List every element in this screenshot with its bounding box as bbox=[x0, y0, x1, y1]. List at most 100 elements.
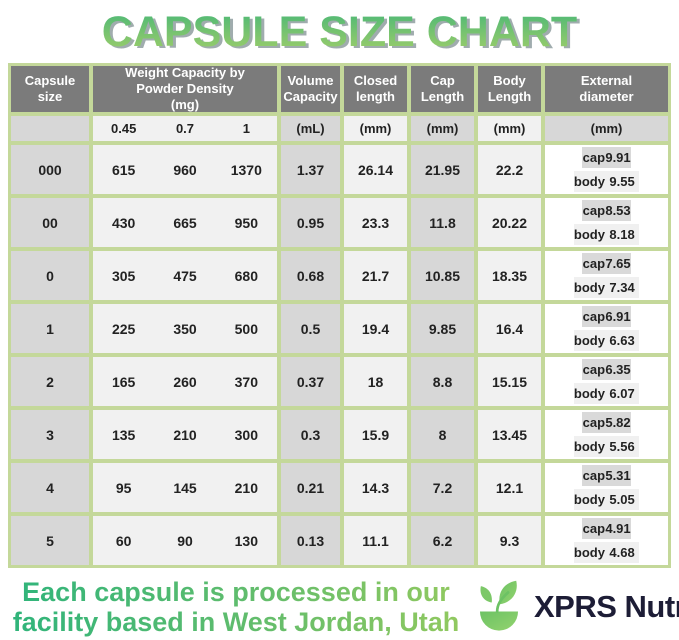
cell-weight-density-0.45: 430 bbox=[111, 214, 136, 231]
footer-note-line2: facility based in West Jordan, Utah bbox=[12, 607, 460, 638]
external-cap-label: cap bbox=[582, 468, 606, 483]
external-body-label: body bbox=[573, 386, 605, 401]
cell-capsule-size: 00 bbox=[11, 198, 89, 247]
external-cap-value: 6.35 bbox=[605, 362, 631, 377]
cell-external-diameter: cap 9.91 body 9.55 bbox=[545, 145, 668, 194]
subheader-density-values: 0.45 0.7 1 bbox=[93, 116, 277, 141]
cell-capsule-size: 4 bbox=[11, 463, 89, 512]
cell-weight-density-0.45: 135 bbox=[111, 426, 136, 443]
cell-volume-capacity: 1.37 bbox=[281, 145, 340, 194]
cell-external-diameter: cap 6.35 body 6.07 bbox=[545, 357, 668, 406]
capsule-size-table: Capsule size Weight Capacity by Powder D… bbox=[8, 63, 671, 568]
cell-capsule-size: 3 bbox=[11, 410, 89, 459]
external-body-value: 5.56 bbox=[609, 439, 635, 454]
table-row: 3 135 210 300 0.3 15.9 8 13.45 cap 5.82 … bbox=[11, 410, 668, 459]
cell-weight-density-1: 300 bbox=[234, 426, 258, 443]
table-row: 1 225 350 500 0.5 19.4 9.85 16.4 cap 6.9… bbox=[11, 304, 668, 353]
col-header-capsule-size: Capsule size bbox=[11, 66, 89, 112]
cell-body-length: 20.22 bbox=[478, 198, 541, 247]
external-cap-value: 5.31 bbox=[605, 468, 631, 483]
cell-weight-capacity: 225 350 500 bbox=[93, 304, 277, 353]
col-header-volume-capacity: Volume Capacity bbox=[281, 66, 340, 112]
cell-weight-density-0.7: 960 bbox=[173, 161, 197, 178]
cell-weight-density-1: 500 bbox=[234, 320, 258, 337]
cell-external-diameter: cap 5.82 body 5.56 bbox=[545, 410, 668, 459]
cell-weight-capacity: 615 960 1370 bbox=[93, 145, 277, 194]
external-body-strip: body 5.56 bbox=[573, 436, 640, 457]
external-cap-label: cap bbox=[582, 203, 606, 218]
external-body-label: body bbox=[573, 545, 605, 560]
unit-external-diameter: (mm) bbox=[545, 116, 668, 141]
cell-weight-density-0.7: 475 bbox=[173, 267, 197, 284]
leaf-bowl-icon bbox=[479, 580, 519, 631]
cell-capsule-size: 000 bbox=[11, 145, 89, 194]
cell-closed-length: 19.4 bbox=[344, 304, 407, 353]
cell-volume-capacity: 0.5 bbox=[281, 304, 340, 353]
cell-capsule-size: 0 bbox=[11, 251, 89, 300]
cell-weight-density-0.45: 165 bbox=[111, 373, 136, 390]
cell-volume-capacity: 0.21 bbox=[281, 463, 340, 512]
cell-cap-length: 9.85 bbox=[411, 304, 474, 353]
cell-weight-capacity: 165 260 370 bbox=[93, 357, 277, 406]
brand-logo: XPRS Nutra bbox=[470, 578, 679, 636]
col-header-external-diameter: External diameter bbox=[545, 66, 668, 112]
cell-external-diameter: cap 6.91 body 6.63 bbox=[545, 304, 668, 353]
footer-note-line1: Each capsule is processed in our bbox=[22, 577, 450, 607]
external-body-value: 7.34 bbox=[609, 280, 635, 295]
unit-body-length: (mm) bbox=[478, 116, 541, 141]
cell-closed-length: 26.14 bbox=[344, 145, 407, 194]
external-cap-value: 4.91 bbox=[605, 521, 631, 536]
cell-weight-density-0.45: 60 bbox=[115, 532, 132, 549]
external-cap-value: 8.53 bbox=[605, 203, 631, 218]
external-body-strip: body 6.07 bbox=[573, 383, 640, 404]
subheader-capsule-size-blank bbox=[11, 116, 89, 141]
external-body-value: 5.05 bbox=[609, 492, 635, 507]
external-body-strip: body 4.68 bbox=[573, 542, 640, 563]
external-cap-label: cap bbox=[582, 309, 606, 324]
cell-weight-density-0.45: 225 bbox=[111, 320, 136, 337]
cell-weight-capacity: 95 145 210 bbox=[93, 463, 277, 512]
table-subheader-row: 0.45 0.7 1 (mL) (mm) (mm) (mm) (mm) bbox=[11, 116, 668, 141]
external-body-label: body bbox=[573, 174, 605, 189]
density-0.7: 0.7 bbox=[175, 121, 195, 136]
external-body-strip: body 9.55 bbox=[573, 171, 640, 192]
table-row: 000 615 960 1370 1.37 26.14 21.95 22.2 c… bbox=[11, 145, 668, 194]
density-1: 1 bbox=[242, 121, 250, 136]
footer-note: Each capsule is processed in our facilit… bbox=[8, 577, 464, 637]
external-body-value: 6.63 bbox=[609, 333, 635, 348]
table-body: 000 615 960 1370 1.37 26.14 21.95 22.2 c… bbox=[11, 145, 668, 565]
external-cap-label: cap bbox=[582, 362, 606, 377]
external-body-label: body bbox=[573, 280, 605, 295]
external-cap-value: 5.82 bbox=[605, 415, 631, 430]
external-cap-strip: cap 9.91 bbox=[582, 147, 631, 168]
cell-weight-density-0.7: 350 bbox=[173, 320, 197, 337]
cell-weight-density-1: 680 bbox=[234, 267, 258, 284]
cell-body-length: 16.4 bbox=[478, 304, 541, 353]
cell-weight-capacity: 135 210 300 bbox=[93, 410, 277, 459]
cell-weight-density-0.45: 615 bbox=[111, 161, 136, 178]
cell-closed-length: 15.9 bbox=[344, 410, 407, 459]
table-row: 5 60 90 130 0.13 11.1 6.2 9.3 cap 4.91 b… bbox=[11, 516, 668, 565]
col-header-cap-length: Cap Length bbox=[411, 66, 474, 112]
cell-cap-length: 10.85 bbox=[411, 251, 474, 300]
external-body-strip: body 8.18 bbox=[573, 224, 640, 245]
external-body-value: 4.68 bbox=[609, 545, 635, 560]
cell-weight-capacity: 60 90 130 bbox=[93, 516, 277, 565]
cell-external-diameter: cap 7.65 body 7.34 bbox=[545, 251, 668, 300]
cell-weight-density-0.7: 145 bbox=[173, 479, 197, 496]
cell-weight-density-1: 950 bbox=[234, 214, 258, 231]
cell-closed-length: 14.3 bbox=[344, 463, 407, 512]
external-cap-value: 9.91 bbox=[605, 150, 631, 165]
external-cap-strip: cap 6.91 bbox=[582, 306, 631, 327]
cell-volume-capacity: 0.37 bbox=[281, 357, 340, 406]
table-row: 4 95 145 210 0.21 14.3 7.2 12.1 cap 5.31… bbox=[11, 463, 668, 512]
cell-cap-length: 21.95 bbox=[411, 145, 474, 194]
unit-cap-length: (mm) bbox=[411, 116, 474, 141]
cell-weight-density-0.7: 665 bbox=[173, 214, 197, 231]
external-cap-label: cap bbox=[582, 150, 606, 165]
external-cap-label: cap bbox=[582, 415, 606, 430]
unit-closed-length: (mm) bbox=[344, 116, 407, 141]
cell-weight-density-1: 210 bbox=[234, 479, 258, 496]
external-cap-value: 6.91 bbox=[605, 309, 631, 324]
